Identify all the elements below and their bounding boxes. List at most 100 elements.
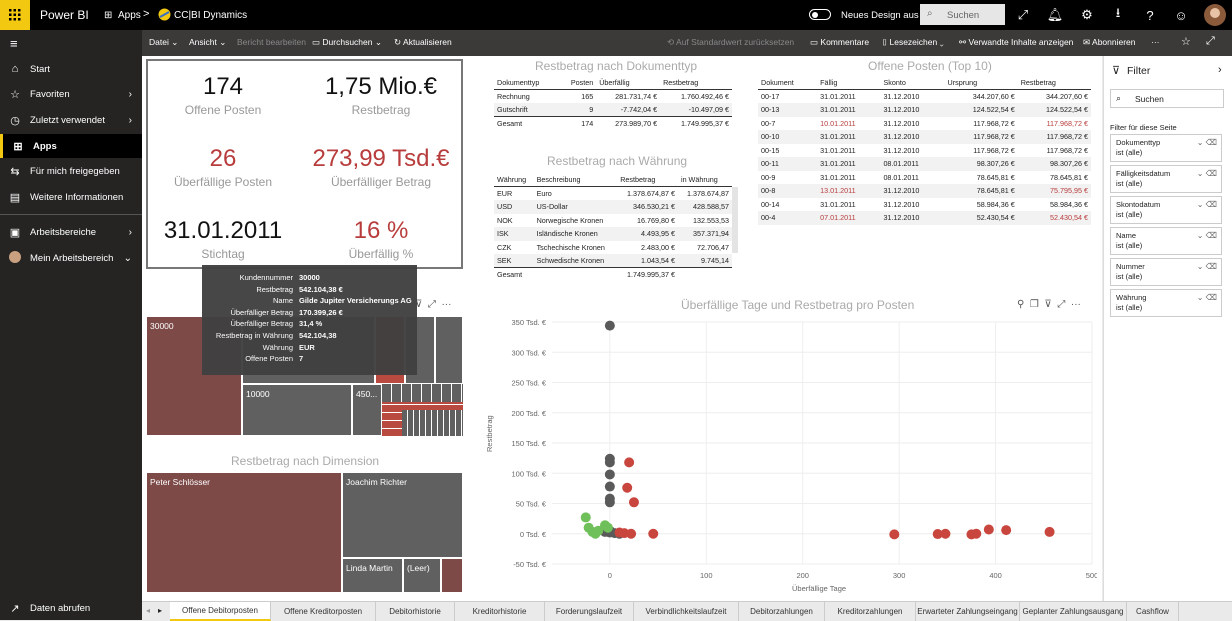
table-row[interactable]: 00-17 31.01.2011 31.12.2010 344.207,60 € 344… bbox=[758, 90, 1091, 104]
table-scrollbar[interactable] bbox=[732, 187, 738, 253]
scatter-point[interactable] bbox=[604, 457, 615, 468]
search-box[interactable]: ⌕ Suchen bbox=[920, 4, 1005, 25]
scatter-point[interactable] bbox=[626, 528, 637, 539]
filter-card[interactable]: Währung ist (alle) ⌄ ⌫ bbox=[1110, 289, 1222, 317]
treemap-tile[interactable]: 450... bbox=[352, 384, 382, 436]
scatter-point[interactable] bbox=[624, 457, 635, 468]
table-row[interactable]: NOK Norwegische Kronen 16.769,80 € 132.553,… bbox=[494, 214, 732, 228]
filter-card[interactable]: Name ist (alle) ⌄ ⌫ bbox=[1110, 227, 1222, 255]
filter-card[interactable]: Fälligkeitsdatum ist (alle) ⌄ ⌫ bbox=[1110, 165, 1222, 193]
file-menu[interactable]: Datei ⌄ bbox=[149, 37, 179, 47]
copy-icon[interactable]: ❐ bbox=[1029, 299, 1039, 310]
col-header[interactable]: Restbetrag bbox=[660, 76, 732, 90]
filter-card-icons[interactable]: ⌄ ⌫ bbox=[1196, 169, 1217, 178]
comments-button[interactable]: ▭ Kommentare bbox=[810, 37, 869, 48]
scatter-point[interactable] bbox=[604, 320, 615, 331]
table-row[interactable]: SEK Schwedische Kronen 1.043,54 € 9.745,14 bbox=[494, 254, 732, 268]
scatter-point[interactable] bbox=[602, 522, 613, 533]
app-name[interactable]: Power BI bbox=[40, 8, 89, 22]
doctype-table[interactable]: Dokumenttyp Posten Überfällig Restbetrag Re… bbox=[494, 76, 732, 130]
scatter-point[interactable] bbox=[593, 525, 604, 536]
treemap-tile[interactable]: 30000 bbox=[146, 316, 242, 436]
browse-menu[interactable]: ▭ Durchsuchen ⌄ bbox=[312, 37, 382, 47]
refresh-button[interactable]: ↻ Aktualisieren bbox=[394, 37, 452, 48]
focus-mode-icon[interactable]: ⤢ bbox=[427, 299, 436, 310]
filter-card-icons[interactable]: ⌄ ⌫ bbox=[1196, 293, 1217, 302]
filter-icon[interactable]: ⊽ bbox=[1044, 299, 1052, 310]
fullscreen-icon[interactable]: ⤢ bbox=[1206, 35, 1215, 47]
more-options-icon[interactable]: ··· bbox=[1151, 37, 1160, 47]
subscribe-button[interactable]: ✉ Abonnieren bbox=[1083, 37, 1136, 48]
scatter-plot[interactable]: 350 Tsd. € 300 Tsd. € 250 Tsd. € 200 Tsd. €… bbox=[492, 314, 1097, 584]
pin-icon[interactable]: ⚲ bbox=[1017, 299, 1025, 310]
bell-icon[interactable]: 🔔︎ bbox=[1046, 7, 1064, 22]
page-tab[interactable]: Cashflow bbox=[1127, 602, 1179, 621]
table-row[interactable]: Rechnung 165 281.731,74 € 1.760.492,46 € bbox=[494, 90, 732, 104]
col-header[interactable]: Skonto bbox=[880, 76, 945, 90]
nav-item-workspaces[interactable]: ▣ Arbeitsbereiche › bbox=[0, 220, 142, 244]
scatter-point[interactable] bbox=[580, 512, 591, 523]
table-row[interactable]: 00-4 07.01.2011 31.12.2010 52.430,54 € 52.43… bbox=[758, 211, 1091, 225]
more-options-icon[interactable]: ··· bbox=[1070, 299, 1081, 310]
page-tab[interactable]: Erwarteter Zahlungseingang bbox=[916, 602, 1020, 621]
page-tab[interactable]: Debitorhistorie bbox=[376, 602, 455, 621]
col-header[interactable]: Restbetrag bbox=[617, 173, 678, 187]
treemap-tile[interactable]: Linda Martin bbox=[342, 558, 403, 593]
table-row[interactable]: CZK Tschechische Kronen 2.483,00 € 72.706,4… bbox=[494, 241, 732, 255]
table-row[interactable]: 00-8 13.01.2011 31.12.2010 78.645,81 € 75.79… bbox=[758, 184, 1091, 198]
page-tab[interactable]: Kreditorhistorie bbox=[455, 602, 545, 621]
page-tab[interactable]: Geplanter Zahlungsausgang bbox=[1020, 602, 1127, 621]
col-header[interactable]: Fällig bbox=[817, 76, 881, 90]
scatter-point[interactable] bbox=[604, 481, 615, 492]
table-row[interactable]: 00-14 31.01.2011 31.12.2010 58.984,36 € 58.9… bbox=[758, 198, 1091, 212]
table-row[interactable]: Gutschrift 9 -7.742,04 € -10.497,09 € bbox=[494, 103, 732, 117]
nav-item-recent[interactable]: ◷ Zuletzt verwendet › bbox=[0, 108, 142, 132]
kpi-panel[interactable]: 174 Offene Posten 1,75 Mio.€ Restbetrag 26… bbox=[146, 59, 463, 269]
nav-item-apps[interactable]: ⊞ Apps bbox=[0, 134, 142, 158]
bookmarks-menu[interactable]: ⌷ Lesezeichen ⌄ bbox=[882, 37, 944, 47]
nav-item-start[interactable]: ⌂ Start bbox=[0, 57, 142, 81]
page-tab[interactable]: Forderungslaufzeit bbox=[545, 602, 634, 621]
page-tab[interactable]: Debitorzahlungen bbox=[739, 602, 825, 621]
table-row[interactable]: 00-7 10.01.2011 31.12.2010 117.968,72 € 117.… bbox=[758, 117, 1091, 131]
col-header[interactable]: Überfällig bbox=[596, 76, 661, 90]
download-icon[interactable]: ⭳ bbox=[1115, 5, 1121, 20]
col-header[interactable]: in Währung bbox=[677, 173, 732, 187]
filter-card[interactable]: Skontodatum ist (alle) ⌄ ⌫ bbox=[1110, 196, 1222, 224]
table-row[interactable]: 00-15 31.01.2011 31.12.2010 117.968,72 € 117… bbox=[758, 144, 1091, 158]
nav-item-my-workspace[interactable]: Mein Arbeitsbereich ⌄ bbox=[0, 246, 142, 270]
treemap-tile[interactable]: (Leer) bbox=[403, 558, 441, 593]
table-row[interactable]: 00-10 31.01.2011 31.12.2010 117.968,72 € 117… bbox=[758, 130, 1091, 144]
treemap-tile[interactable] bbox=[441, 558, 463, 593]
collapse-pane-icon[interactable]: › bbox=[1218, 64, 1222, 76]
col-header[interactable]: Ursprung bbox=[944, 76, 1018, 90]
reset-default-button[interactable]: ⟲ Auf Standardwert zurücksetzen bbox=[667, 37, 794, 48]
col-header[interactable]: Restbetrag bbox=[1017, 76, 1091, 90]
table-row[interactable]: 00-11 31.01.2011 08.01.2011 98.307,26 € 98.3… bbox=[758, 157, 1091, 171]
scatter-point[interactable] bbox=[1001, 525, 1012, 536]
apps-breadcrumb[interactable]: Apps bbox=[118, 10, 141, 21]
nav-item-learn[interactable]: ▤ Weitere Informationen bbox=[0, 185, 142, 209]
filter-card-icons[interactable]: ⌄ ⌫ bbox=[1196, 262, 1217, 271]
col-header[interactable]: Währung bbox=[494, 173, 534, 187]
filter-card-icons[interactable]: ⌄ ⌫ bbox=[1196, 138, 1217, 147]
treemap-dimension[interactable]: Peter Schlösser Joachim Richter Linda Ma… bbox=[146, 472, 463, 593]
page-tab[interactable]: Offene Kreditorposten bbox=[271, 602, 376, 621]
filter-card[interactable]: Dokumenttyp ist (alle) ⌄ ⌫ bbox=[1110, 134, 1222, 162]
table-row[interactable]: 00-9 31.01.2011 08.01.2011 78.645,81 € 78.64… bbox=[758, 171, 1091, 185]
nav-item-get-data[interactable]: ↗ Daten abrufen bbox=[0, 596, 142, 620]
app-launcher-icon[interactable] bbox=[0, 0, 30, 30]
nav-item-shared[interactable]: ⇆ Für mich freigegeben bbox=[0, 159, 142, 183]
treemap-tile[interactable]: Joachim Richter bbox=[342, 472, 463, 558]
avatar[interactable] bbox=[1204, 4, 1226, 26]
scatter-point[interactable] bbox=[932, 529, 943, 540]
table-row[interactable]: ISK Isländische Kronen 4.493,95 € 357.371,9… bbox=[494, 227, 732, 241]
table-row[interactable]: 00-13 31.01.2011 31.12.2010 124.522,54 € 124… bbox=[758, 103, 1091, 117]
scatter-point[interactable] bbox=[889, 529, 900, 540]
scatter-point[interactable] bbox=[940, 528, 951, 539]
scatter-point[interactable] bbox=[648, 528, 659, 539]
favorite-star-icon[interactable]: ☆ bbox=[1181, 36, 1191, 48]
nav-item-favorites[interactable]: ☆ Favoriten › bbox=[0, 82, 142, 106]
scatter-point[interactable] bbox=[604, 497, 615, 508]
col-header[interactable]: Dokument bbox=[758, 76, 818, 90]
